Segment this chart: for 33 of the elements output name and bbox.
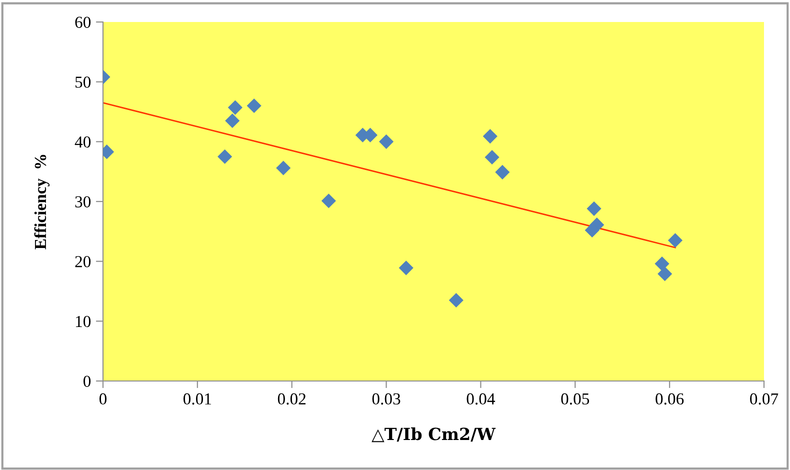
y-tick-label: 30 [75,196,91,208]
point [495,164,510,180]
y-tick-label: 0 [83,376,91,387]
point [448,292,464,308]
point [484,150,500,165]
y-tick-label: 20 [75,256,91,268]
y-tick-label: 60 [75,16,91,28]
x-axis-title: △T/Ib Cm2/W [372,427,496,442]
point [398,260,414,276]
y-axis-title: Efficiency % [34,154,50,250]
point [225,113,240,128]
point [379,134,394,149]
x-tick-label: 0.07 [750,393,778,405]
point [586,201,602,216]
point [482,129,498,144]
x-tick-label: 0.05 [561,393,590,405]
x-tick-label: 0.01 [183,393,212,405]
x-tick-label: 0.04 [466,393,496,405]
point [654,256,670,272]
point [658,266,672,282]
point [218,149,232,164]
point [321,194,336,208]
y-tick-label: 50 [75,76,91,88]
x-tick-label: 0.06 [656,393,684,405]
y-tick-label: 40 [74,136,91,148]
point [228,100,242,115]
point [246,98,262,114]
x-tick-label: 0.02 [278,393,306,405]
y-tick-label: 10 [76,316,91,328]
x-tick-label: 0 [99,393,107,405]
x-tick-label: 0.03 [372,393,400,405]
point [668,233,683,248]
point [276,160,291,176]
